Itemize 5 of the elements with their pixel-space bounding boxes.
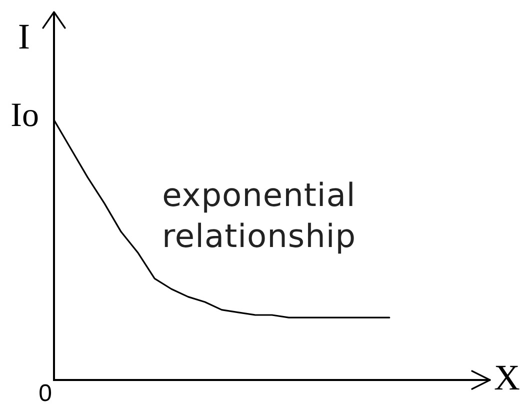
- y-axis-title: I: [18, 16, 30, 56]
- annotation: exponential relationship: [160, 175, 358, 257]
- text: Io: [10, 97, 39, 134]
- x-axis-title: X: [494, 357, 520, 398]
- text: 0: [38, 380, 52, 407]
